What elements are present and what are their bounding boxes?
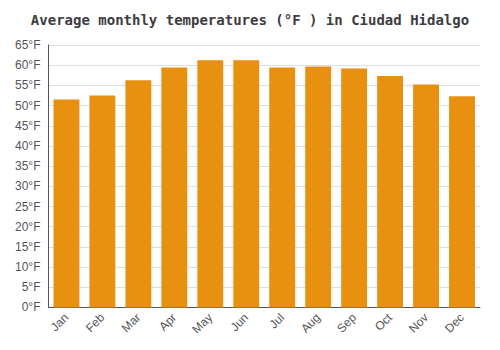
svg-text:Oct: Oct <box>372 310 396 334</box>
svg-text:Jul: Jul <box>266 311 287 332</box>
svg-text:Mar: Mar <box>119 311 144 335</box>
svg-text:0°F: 0°F <box>22 300 41 314</box>
svg-text:40°F: 40°F <box>15 139 40 153</box>
svg-text:35°F: 35°F <box>15 159 40 173</box>
svg-text:May: May <box>189 311 215 337</box>
svg-text:45°F: 45°F <box>15 119 40 133</box>
svg-text:60°F: 60°F <box>15 58 40 72</box>
svg-text:Apr: Apr <box>156 311 179 334</box>
svg-text:30°F: 30°F <box>15 179 40 193</box>
svg-text:Jun: Jun <box>228 311 252 335</box>
svg-text:5°F: 5°F <box>22 280 41 294</box>
svg-text:Dec: Dec <box>442 311 467 336</box>
svg-text:55°F: 55°F <box>15 78 40 92</box>
svg-text:Aug: Aug <box>298 311 323 336</box>
svg-text:15°F: 15°F <box>15 240 40 254</box>
svg-text:Sep: Sep <box>334 310 359 335</box>
svg-text:10°F: 10°F <box>15 260 40 274</box>
svg-text:Average monthly temperatures (: Average monthly temperatures (°F ) in Ci… <box>31 12 469 28</box>
svg-text:50°F: 50°F <box>15 99 40 113</box>
svg-text:Nov: Nov <box>406 311 431 336</box>
svg-text:25°F: 25°F <box>15 200 40 214</box>
svg-text:65°F: 65°F <box>15 38 40 52</box>
svg-text:Feb: Feb <box>83 310 108 335</box>
svg-text:20°F: 20°F <box>15 220 40 234</box>
svg-text:Jan: Jan <box>48 311 72 335</box>
